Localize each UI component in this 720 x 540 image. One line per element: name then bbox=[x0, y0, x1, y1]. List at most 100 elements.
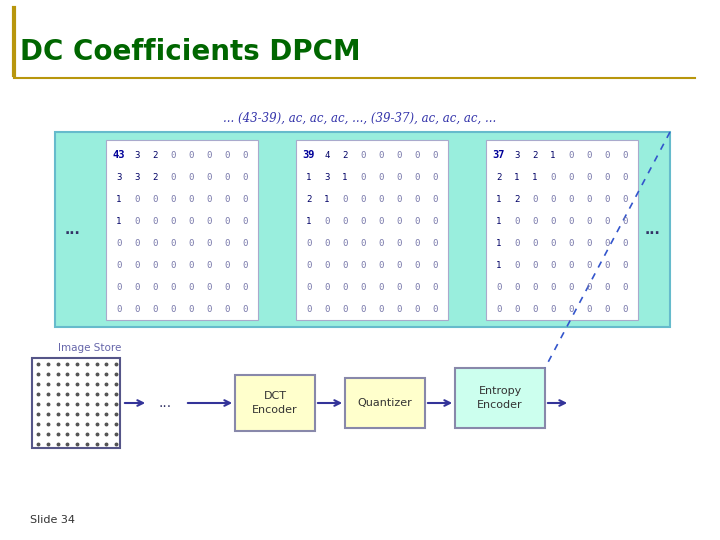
Text: 3: 3 bbox=[324, 172, 330, 181]
Text: 0: 0 bbox=[378, 172, 384, 181]
Text: 0: 0 bbox=[604, 172, 610, 181]
Text: 0: 0 bbox=[568, 305, 574, 314]
Text: 0: 0 bbox=[243, 305, 248, 314]
Text: 0: 0 bbox=[225, 151, 230, 159]
Text: 0: 0 bbox=[153, 260, 158, 269]
Text: 0: 0 bbox=[189, 282, 194, 292]
Text: 0: 0 bbox=[243, 194, 248, 204]
Text: 0: 0 bbox=[568, 151, 574, 159]
Text: 1: 1 bbox=[496, 217, 502, 226]
Text: 0: 0 bbox=[135, 282, 140, 292]
Text: 0: 0 bbox=[550, 239, 556, 247]
Text: 0: 0 bbox=[171, 282, 176, 292]
Text: 0: 0 bbox=[243, 260, 248, 269]
Text: 0: 0 bbox=[396, 151, 402, 159]
Text: 0: 0 bbox=[568, 194, 574, 204]
Text: 0: 0 bbox=[225, 172, 230, 181]
Text: 0: 0 bbox=[532, 239, 538, 247]
Text: 0: 0 bbox=[604, 194, 610, 204]
Text: 0: 0 bbox=[568, 172, 574, 181]
Text: 0: 0 bbox=[586, 172, 592, 181]
Text: ...: ... bbox=[644, 222, 660, 237]
Text: 43: 43 bbox=[113, 150, 125, 160]
Text: 0: 0 bbox=[396, 239, 402, 247]
Text: 0: 0 bbox=[135, 194, 140, 204]
Text: 0: 0 bbox=[207, 151, 212, 159]
Text: 0: 0 bbox=[243, 239, 248, 247]
Text: 0: 0 bbox=[378, 151, 384, 159]
Text: 0: 0 bbox=[171, 305, 176, 314]
Text: 0: 0 bbox=[243, 282, 248, 292]
Text: 0: 0 bbox=[586, 239, 592, 247]
Text: 0: 0 bbox=[550, 260, 556, 269]
Text: 0: 0 bbox=[586, 305, 592, 314]
Text: 0: 0 bbox=[207, 260, 212, 269]
Text: 0: 0 bbox=[414, 305, 420, 314]
Text: 0: 0 bbox=[568, 239, 574, 247]
Text: 0: 0 bbox=[550, 172, 556, 181]
Text: 0: 0 bbox=[586, 282, 592, 292]
Text: 0: 0 bbox=[153, 194, 158, 204]
Text: 1: 1 bbox=[532, 172, 538, 181]
Text: 0: 0 bbox=[171, 194, 176, 204]
Bar bbox=[345, 378, 425, 428]
Text: 0: 0 bbox=[342, 305, 348, 314]
Text: 0: 0 bbox=[396, 172, 402, 181]
Text: 0: 0 bbox=[153, 282, 158, 292]
Text: 0: 0 bbox=[306, 282, 312, 292]
Text: 0: 0 bbox=[324, 282, 330, 292]
Text: 0: 0 bbox=[496, 282, 502, 292]
Text: 0: 0 bbox=[432, 172, 438, 181]
Text: 0: 0 bbox=[189, 194, 194, 204]
Text: 0: 0 bbox=[414, 217, 420, 226]
Text: 0: 0 bbox=[342, 260, 348, 269]
Text: 0: 0 bbox=[153, 239, 158, 247]
Text: 1: 1 bbox=[496, 239, 502, 247]
Text: 0: 0 bbox=[568, 217, 574, 226]
Text: 0: 0 bbox=[514, 282, 520, 292]
Text: 0: 0 bbox=[378, 239, 384, 247]
Text: 0: 0 bbox=[514, 260, 520, 269]
Text: 0: 0 bbox=[586, 217, 592, 226]
Text: 0: 0 bbox=[396, 260, 402, 269]
Text: 0: 0 bbox=[342, 239, 348, 247]
Text: 0: 0 bbox=[207, 217, 212, 226]
Text: 0: 0 bbox=[432, 305, 438, 314]
Text: 0: 0 bbox=[171, 151, 176, 159]
Bar bbox=[106, 140, 258, 320]
Text: 0: 0 bbox=[189, 151, 194, 159]
Text: 0: 0 bbox=[243, 151, 248, 159]
Text: 0: 0 bbox=[568, 260, 574, 269]
Text: 0: 0 bbox=[153, 217, 158, 226]
Text: 0: 0 bbox=[171, 217, 176, 226]
Text: 0: 0 bbox=[586, 194, 592, 204]
Text: 2: 2 bbox=[342, 151, 348, 159]
Text: 0: 0 bbox=[550, 194, 556, 204]
Text: 2: 2 bbox=[514, 194, 520, 204]
Text: 0: 0 bbox=[378, 260, 384, 269]
Text: 0: 0 bbox=[324, 260, 330, 269]
Text: 0: 0 bbox=[396, 217, 402, 226]
Text: 0: 0 bbox=[604, 217, 610, 226]
Text: 0: 0 bbox=[432, 260, 438, 269]
Text: 0: 0 bbox=[225, 282, 230, 292]
Text: 0: 0 bbox=[604, 282, 610, 292]
Text: 2: 2 bbox=[153, 172, 158, 181]
Text: 0: 0 bbox=[306, 239, 312, 247]
Text: 0: 0 bbox=[225, 194, 230, 204]
Text: 0: 0 bbox=[432, 217, 438, 226]
Text: 0: 0 bbox=[586, 151, 592, 159]
Text: 0: 0 bbox=[117, 305, 122, 314]
Text: 0: 0 bbox=[171, 172, 176, 181]
Text: 0: 0 bbox=[604, 151, 610, 159]
Text: 0: 0 bbox=[514, 239, 520, 247]
Text: 0: 0 bbox=[432, 194, 438, 204]
Text: 0: 0 bbox=[378, 194, 384, 204]
Text: 0: 0 bbox=[378, 305, 384, 314]
Text: 0: 0 bbox=[342, 217, 348, 226]
Text: 0: 0 bbox=[432, 151, 438, 159]
Text: 0: 0 bbox=[189, 239, 194, 247]
Bar bbox=[455, 368, 545, 428]
Text: 0: 0 bbox=[360, 194, 366, 204]
Text: 0: 0 bbox=[207, 305, 212, 314]
